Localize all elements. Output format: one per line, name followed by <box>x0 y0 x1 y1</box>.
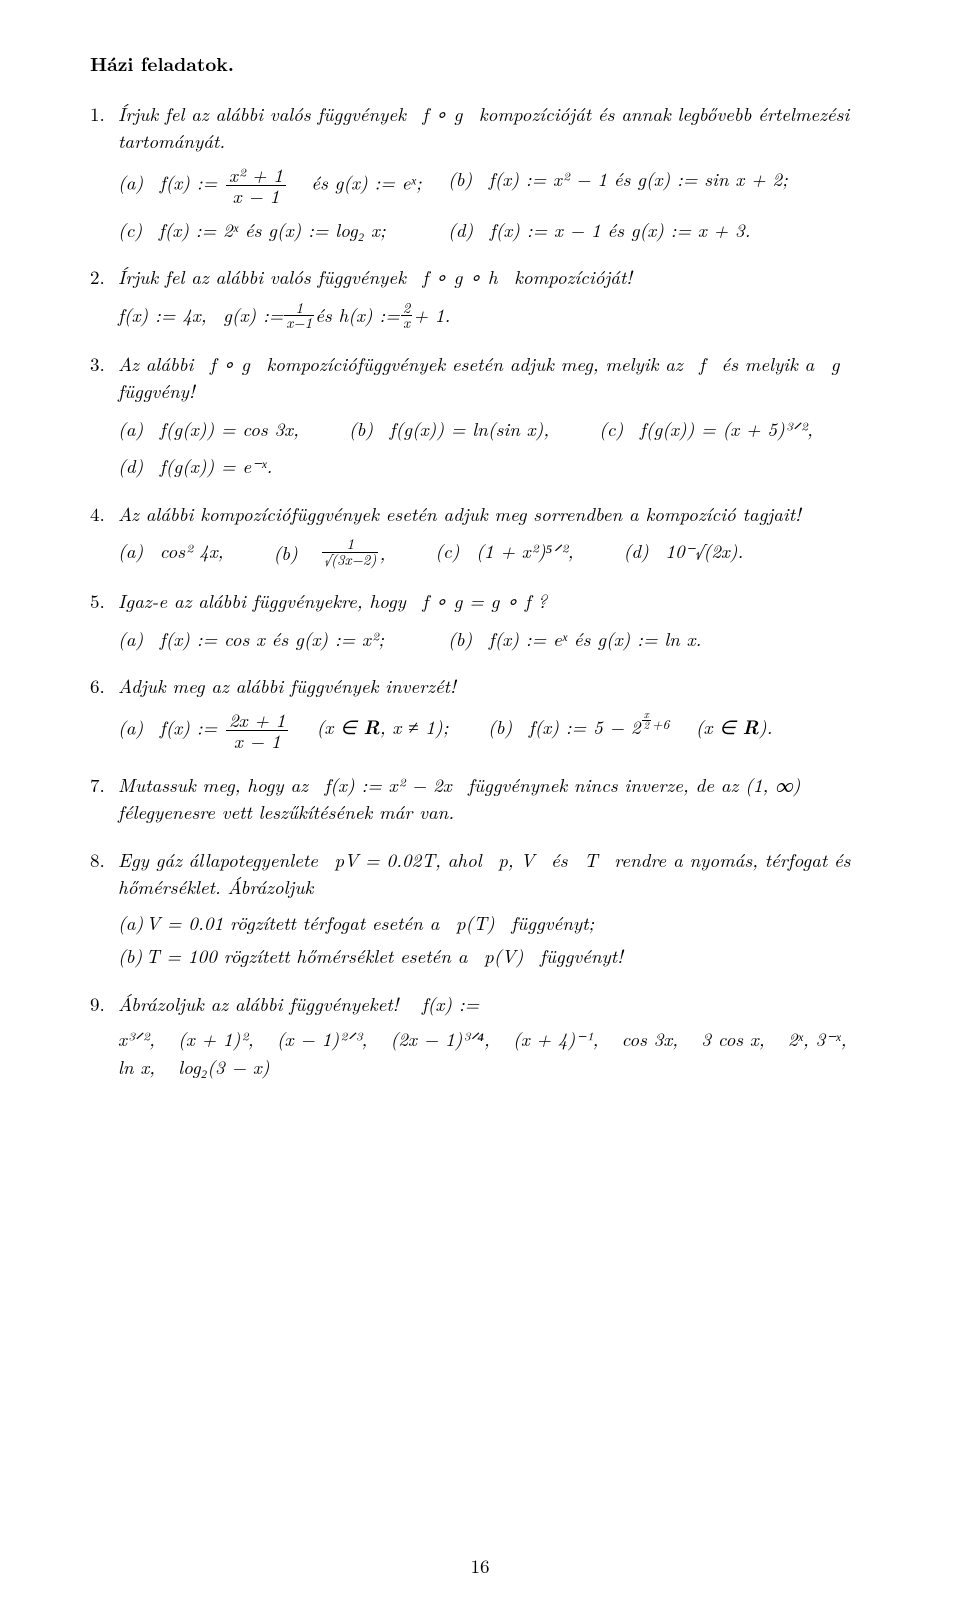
fraction: 2x + 1 x − 1 <box>226 710 288 751</box>
part-6b-exp: x2+6 <box>641 714 670 733</box>
problem-text: Igaz-e az alábbi függvényekre, hogy f ∘ … <box>118 587 547 614</box>
fraction-denom: √(3x−2) <box>322 553 378 567</box>
problem-list: 1. Írjuk fel az alábbi valós függvények … <box>90 100 870 1081</box>
part-4b: (b) 1 √(3x−2) , <box>274 537 386 567</box>
problem-number: 8. <box>90 846 105 874</box>
problem-9-functions: x³ᐟ², (x + 1)², (x − 1)²ᐟ³, (2x − 1)³ᐟ⁴,… <box>118 1025 870 1080</box>
problem-3-row1: (a) f(g(x)) = cos 3x, (b) f(g(x)) = ln(s… <box>118 415 870 443</box>
part-1d: (d) f(x) := x − 1 és g(x) := x + 3. <box>448 216 750 244</box>
problem-number: 4. <box>90 500 105 528</box>
problem-text: Az alábbi f ∘ g kompozíciófüggvények ese… <box>118 350 840 405</box>
problem-8-sublist: (a) V = 0.01 rögzített térfogat esetén a… <box>118 909 870 970</box>
sub-text: T = 100 rögzített hőmérséklet esetén a p… <box>146 942 623 969</box>
problem-1-parts-row1: (a) f(x) := x² + 1 x − 1 és g(x) := eˣ; … <box>118 165 870 206</box>
part-6a: (a) f(x) := 2x + 1 x − 1 (x ∈ R, x ≠ 1); <box>118 710 488 751</box>
part-1a: (a) f(x) := x² + 1 x − 1 és g(x) := eˣ; <box>118 165 448 206</box>
part-6b: (b) f(x) := 5 − 2x2+6 (x ∈ R). <box>488 710 772 751</box>
part-8b: (b) T = 100 rögzített hőmérséklet esetén… <box>118 942 870 970</box>
fraction-denom: x−1 <box>284 316 314 330</box>
part-8a: (a) V = 0.01 rögzített térfogat esetén a… <box>118 909 870 937</box>
part-6b-l: (b) f(x) := 5 − 2 <box>488 713 641 740</box>
fraction: 1 √(3x−2) <box>322 537 378 566</box>
problem-2-line: f(x) := 4x, g(x) := 1 x−1 és h(x) := 2 x… <box>118 301 870 330</box>
problem-number: 9. <box>90 990 105 1018</box>
p2-seg-c: + 1. <box>413 301 450 330</box>
problem-number: 2. <box>90 263 105 291</box>
part-1c: (c) f(x) := 2ˣ és g(x) := log₂ x; <box>118 216 448 244</box>
problem-number: 1. <box>90 100 105 128</box>
problem-text: Mutassuk meg, hogy az f(x) := x² − 2x fü… <box>118 771 800 826</box>
part-3b: (b) f(g(x)) = ln(sin x), <box>349 415 549 443</box>
sub-text: V = 0.01 rögzített térfogat esetén a p(T… <box>146 909 594 936</box>
p2-seg-b: és h(x) := <box>315 301 400 330</box>
sub-label: (a) <box>118 909 143 937</box>
part-3c: (c) f(g(x)) = (x + 5)³ᐟ², <box>599 415 813 443</box>
part-3d: (d) f(g(x)) = e⁻ˣ. <box>118 452 272 480</box>
problem-text: Ábrázoljuk az alábbi függvényeket! f(x) … <box>118 990 479 1017</box>
problem-text: Az alábbi kompozíciófüggvények esetén ad… <box>118 500 801 527</box>
problem-number: 3. <box>90 350 105 378</box>
problem-4: 4. Az alábbi kompozíciófüggvények esetén… <box>90 500 870 567</box>
problem-4-parts: (a) cos² 4x, (b) 1 √(3x−2) , (c) (1 + x²… <box>118 537 870 567</box>
problem-number: 5. <box>90 587 105 615</box>
page: Házi feladatok. 1. Írjuk fel az alábbi v… <box>0 0 960 1610</box>
page-number: 16 <box>0 1552 960 1580</box>
sub-label: (b) <box>118 942 142 970</box>
part-6a-r: (x ∈ R, x ≠ 1); <box>297 713 448 740</box>
problem-text: Írjuk fel az alábbi valós függvények f ∘… <box>118 100 849 155</box>
problem-9: 9. Ábrázoljuk az alábbi függvényeket! f(… <box>90 990 870 1081</box>
part-1b: (b) f(x) := x² − 1 és g(x) := sin x + 2; <box>448 165 788 206</box>
part-4c: (c) (1 + x²)⁵ᐟ², <box>435 537 573 567</box>
problem-text: Adjuk meg az alábbi függvények inverzét! <box>118 672 456 699</box>
problem-number: 7. <box>90 771 105 799</box>
problem-6: 6. Adjuk meg az alábbi függvények inverz… <box>90 672 870 750</box>
section-title: Házi feladatok. <box>90 50 870 78</box>
part-5a: (a) f(x) := cos x és g(x) := x²; <box>118 625 448 653</box>
problem-7: 7. Mutassuk meg, hogy az f(x) := x² − 2x… <box>90 771 870 826</box>
problem-3: 3. Az alábbi f ∘ g kompozíciófüggvények … <box>90 350 870 480</box>
part-5b: (b) f(x) := eˣ és g(x) := ln x. <box>448 625 701 653</box>
fraction: 2 x <box>401 301 413 330</box>
problem-5: 5. Igaz-e az alábbi függvényekre, hogy f… <box>90 587 870 652</box>
problem-text: Írjuk fel az alábbi valós függvények f ∘… <box>118 263 632 290</box>
part-3a: (a) f(g(x)) = cos 3x, <box>118 415 299 443</box>
part-1a-lhs: (a) f(x) := <box>118 168 224 195</box>
problem-8: 8. Egy gáz állapotegyenlete pV = 0.02T, … <box>90 846 870 970</box>
part-4d: (d) 10⁻√(2x). <box>623 537 743 567</box>
problem-5-parts: (a) f(x) := cos x és g(x) := x²; (b) f(x… <box>118 625 870 653</box>
part-6a-l: (a) f(x) := <box>118 713 224 740</box>
problem-2: 2. Írjuk fel az alábbi valós függvények … <box>90 263 870 330</box>
fraction-denom: x <box>401 316 413 330</box>
p2-seg-a: f(x) := 4x, g(x) := <box>118 301 283 330</box>
problem-1-parts-row2: (c) f(x) := 2ˣ és g(x) := log₂ x; (d) f(… <box>118 216 870 244</box>
fraction-denom: x − 1 <box>226 731 288 751</box>
part-4a: (a) cos² 4x, <box>118 537 224 567</box>
fraction: 1 x−1 <box>284 301 314 330</box>
fraction: x² + 1 x − 1 <box>226 165 286 206</box>
part-4b-r: , <box>379 540 385 567</box>
problem-number: 6. <box>90 672 105 700</box>
problem-9-list: x³ᐟ², (x + 1)², (x − 1)²ᐟ³, (2x − 1)³ᐟ⁴,… <box>118 1025 870 1080</box>
problem-3-row2: (d) f(g(x)) = e⁻ˣ. <box>118 452 870 480</box>
part-4b-l: (b) <box>274 540 315 567</box>
problem-6-parts: (a) f(x) := 2x + 1 x − 1 (x ∈ R, x ≠ 1);… <box>118 710 870 751</box>
problem-text: Egy gáz állapotegyenlete pV = 0.02T, aho… <box>118 846 850 901</box>
problem-1: 1. Írjuk fel az alábbi valós függvények … <box>90 100 870 244</box>
exp-denom: 2 <box>642 721 651 731</box>
fraction-denom: x − 1 <box>226 186 286 206</box>
part-1a-rhs: és g(x) := eˣ; <box>295 168 422 195</box>
part-6b-r: (x ∈ R). <box>676 713 772 740</box>
exp-rest: +6 <box>652 714 669 733</box>
